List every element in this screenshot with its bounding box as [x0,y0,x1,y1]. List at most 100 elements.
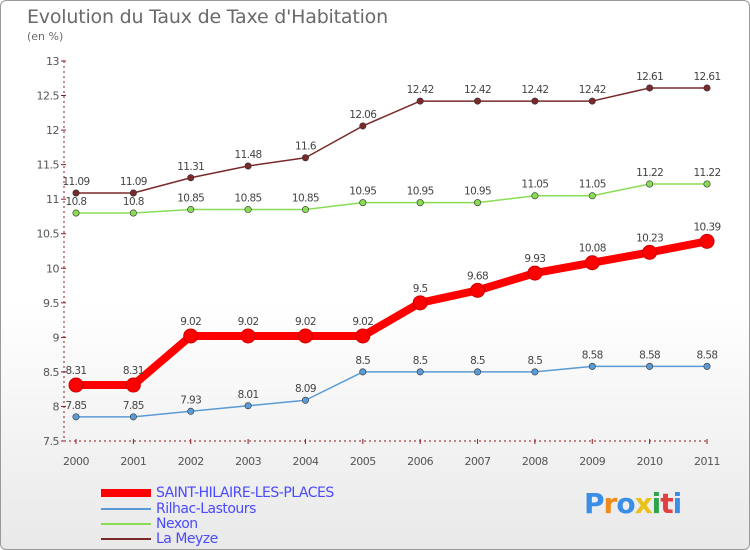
data-point [244,402,252,410]
data-point [646,180,654,188]
data-point [129,209,137,217]
logo-letter: r [603,487,618,520]
data-point [474,368,482,376]
legend-label: La Meyze [156,531,218,547]
data-point [416,97,424,105]
data-point [527,265,543,281]
y-tick-label: 8 [53,400,60,413]
data-label: 11.31 [177,161,204,173]
data-point [355,328,371,344]
data-point [531,97,539,105]
data-label: 9.5 [413,283,428,295]
y-tick-label: 7.5 [43,435,59,448]
x-tick-label: 2010 [637,455,663,468]
series-line [76,237,708,390]
data-label: 8.58 [582,349,603,361]
axes: 7.5 8 8.5 9 9.5 10 10.5 11 11.5 12 12.5 13 2000 2001 2… [37,55,721,468]
logo-letter: i [651,487,662,520]
data-point [301,206,309,214]
data-point [531,368,539,376]
y-tick-label: 12 [46,124,59,137]
data-label: 11.09 [62,176,89,188]
legend-label: Nexon [156,516,198,532]
data-label: 10.95 [349,186,376,198]
data-label: 10.95 [407,186,434,198]
y-tick-label: 9.5 [43,297,59,310]
data-label: 10.85 [177,193,204,205]
data-point [297,328,313,344]
data-label: 7.93 [180,394,201,406]
data-label: 7.85 [66,400,87,412]
data-point [301,396,309,404]
data-point [699,233,715,249]
data-point [703,84,711,92]
data-point [129,413,137,421]
data-point [703,362,711,370]
chart-title: Evolution du Taux de Taxe d'Habitation [27,6,388,28]
data-point [412,295,428,311]
data-label: 10.85 [235,193,262,205]
data-point [244,162,252,170]
logo-letter: o [616,487,635,520]
data-point [129,189,137,197]
data-label: 9.02 [238,316,259,328]
x-tick-label: 2008 [522,455,548,468]
logo-letter: t [660,487,673,520]
data-label: 8.58 [697,349,718,361]
x-tick-label: 2002 [178,455,204,468]
data-label: 11.05 [521,179,548,191]
legend-swatch [101,489,151,497]
data-point [470,282,486,298]
proxiti-logo: Proxiti [584,487,683,520]
data-point [68,377,84,393]
data-point [588,362,596,370]
data-label: 11.09 [120,176,147,188]
x-tick-label: 2001 [120,455,146,468]
data-label: 9.93 [524,253,545,265]
data-point [588,97,596,105]
y-tick-label: 8.5 [43,366,59,379]
data-point [416,199,424,207]
series-line [76,87,707,194]
legend-swatch [101,508,151,510]
data-label: 9.02 [352,316,373,328]
data-point [474,97,482,105]
logo-letter: i [672,487,683,520]
y-tick-label: 13 [46,55,59,68]
data-label: 12.42 [464,84,491,96]
data-label: 12.42 [521,84,548,96]
y-tick-label: 9 [53,331,60,344]
legend-item-rilhac-lastours: Rilhac-Lastours [101,501,401,517]
data-label: 11.05 [579,179,606,191]
legend-item-nexon: Nexon [101,516,401,532]
data-point [187,206,195,214]
data-label: 8.09 [295,383,316,395]
legend-swatch [101,523,151,525]
data-point [183,328,199,344]
data-label: 8.31 [66,365,87,377]
data-label: 12.06 [349,109,377,121]
data-label: 9.02 [295,316,316,328]
data-point [72,189,80,197]
legend-item-saint-hilaire: SAINT-HILAIRE-LES-PLACES [101,485,401,501]
x-tick-label: 2011 [694,455,720,468]
x-tick-label: 2004 [292,455,318,468]
logo-letter: x [634,487,653,520]
data-label: 11.48 [235,149,262,161]
data-point [187,407,195,415]
data-label: 8.5 [527,355,542,367]
data-label: 11.22 [693,167,720,179]
legend-label: SAINT-HILAIRE-LES-PLACES [156,485,334,501]
x-tick-label: 2003 [235,455,261,468]
data-point [531,192,539,200]
legend-item-la-meyze: La Meyze [101,531,401,547]
legend-swatch [101,538,151,540]
data-point [359,199,367,207]
data-point [244,206,252,214]
data-point [646,362,654,370]
data-label: 8.5 [470,355,485,367]
data-point [72,413,80,421]
data-point [187,174,195,182]
